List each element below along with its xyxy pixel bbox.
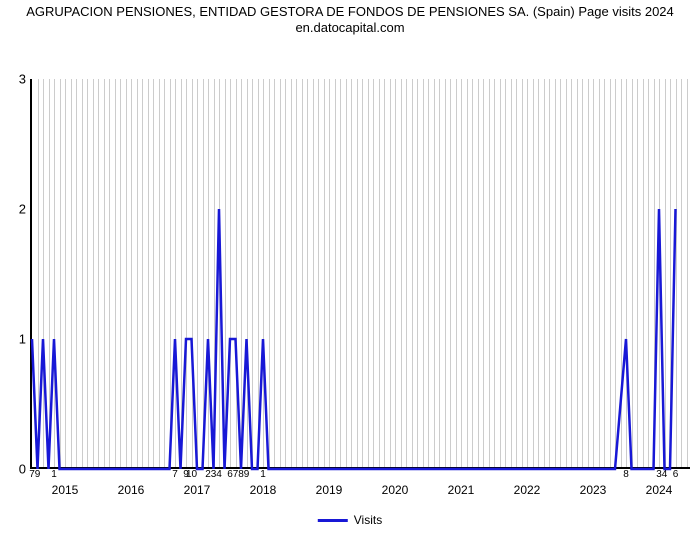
legend: Visits [318, 513, 382, 527]
legend-line-icon [318, 519, 348, 522]
x-year-label: 2022 [514, 467, 541, 497]
x-year-label: 2016 [118, 467, 145, 497]
y-tick-label: 2 [19, 202, 32, 217]
legend-label: Visits [354, 513, 382, 527]
visits-line-chart: 0123201520162017201820192020202120222023… [0, 35, 700, 535]
x-year-label: 2023 [580, 467, 607, 497]
y-tick-label: 3 [19, 72, 32, 87]
series-svg [32, 79, 692, 469]
plot-area: 0123201520162017201820192020202120222023… [30, 79, 690, 469]
chart-title-block: AGRUPACION PENSIONES, ENTIDAD GESTORA DE… [0, 0, 700, 35]
chart-title-line2: en.datocapital.com [0, 20, 700, 36]
y-tick-label: 1 [19, 332, 32, 347]
x-year-label: 2019 [316, 467, 343, 497]
x-year-label: 2020 [382, 467, 409, 497]
chart-title-line1: AGRUPACION PENSIONES, ENTIDAD GESTORA DE… [0, 4, 700, 20]
visits-line [32, 209, 676, 469]
x-year-label: 2021 [448, 467, 475, 497]
